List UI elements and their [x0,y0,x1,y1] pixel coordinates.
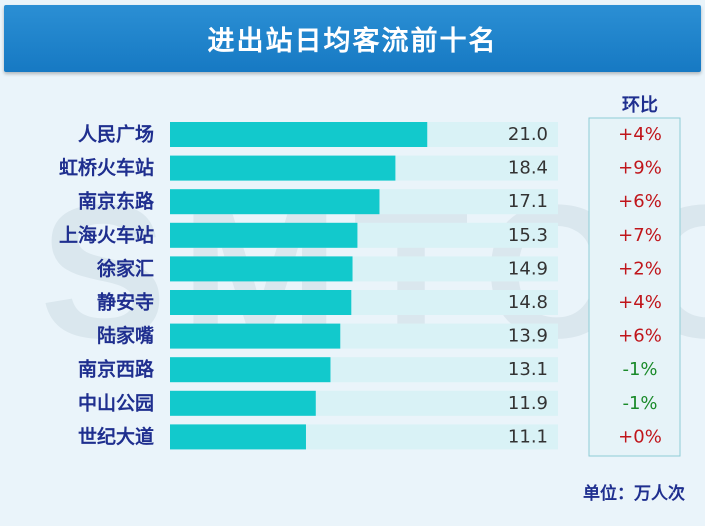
value-label: 15.3 [508,225,548,246]
change-header: 环比 [622,95,658,116]
category-label: 世纪大道 [78,425,154,448]
change-label: +6% [618,191,662,212]
category-label: 静安寺 [97,291,154,314]
value-label: 11.1 [508,426,548,447]
change-label: +0% [618,426,662,447]
value-label: 21.0 [508,124,548,145]
category-label: 中山公园 [78,391,154,414]
value-label: 18.4 [508,158,548,179]
change-label: +9% [618,158,662,179]
bar [170,323,341,349]
change-label: -1% [622,359,657,380]
change-label: +7% [618,225,662,246]
bar [170,357,331,383]
change-column-box [588,117,681,457]
change-label: -1% [622,393,657,414]
category-label: 徐家汇 [96,257,154,280]
value-label: 14.8 [508,292,548,313]
change-label: +2% [618,258,662,279]
category-label: 南京东路 [78,190,155,213]
change-label: +4% [618,124,662,145]
category-label: 南京西路 [78,358,155,381]
category-label: 陆家嘴 [97,324,154,347]
bar [170,155,396,181]
value-label: 14.9 [508,258,548,279]
value-label: 17.1 [508,191,548,212]
value-label: 13.9 [508,326,548,347]
bar [170,390,316,416]
bar [170,424,306,450]
bar [170,189,380,215]
bar [170,222,358,248]
value-label: 11.9 [508,393,548,414]
title-banner: 进出站日均客流前十名 [4,5,701,72]
category-label: 上海火车站 [59,223,154,246]
change-label: +4% [618,292,662,313]
category-label: 人民广场 [78,123,154,146]
chart-title: 进出站日均客流前十名 [207,26,498,57]
bar [170,290,352,315]
bar [170,122,428,147]
value-label: 13.1 [508,359,548,380]
change-label: +6% [618,326,662,347]
unit-label: 单位：万人次 [583,484,685,504]
category-label: 虹桥火车站 [59,156,154,179]
bar [170,256,353,282]
